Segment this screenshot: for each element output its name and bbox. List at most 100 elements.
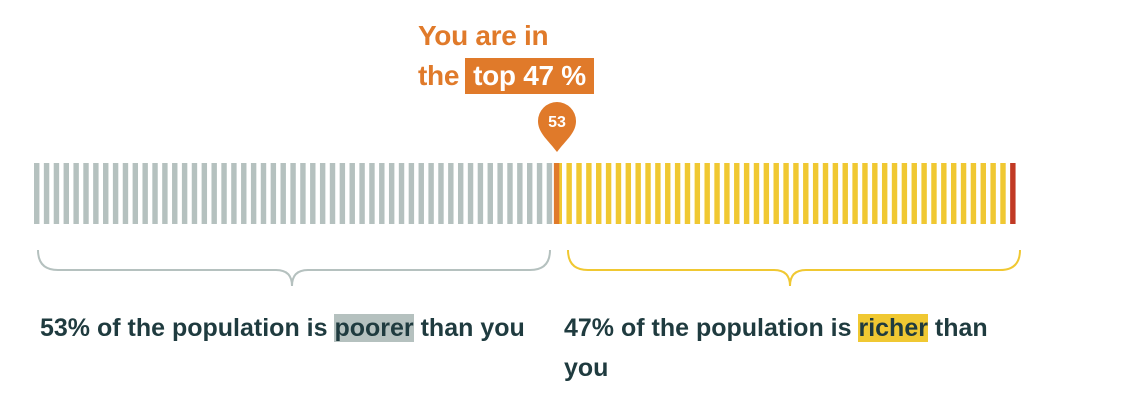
population-bar-stripe — [921, 163, 927, 224]
population-bar-stripe — [43, 163, 50, 224]
marker-pin-icon — [538, 102, 576, 152]
population-bar-stripe — [960, 163, 967, 224]
population-bar-stripe — [803, 163, 809, 224]
population-bar-stripe — [280, 163, 286, 224]
headline-prefix: the — [418, 60, 460, 91]
population-bar-stripe — [842, 163, 848, 224]
position-headline: You are in the top 47 % — [418, 16, 638, 96]
population-bar-stripe — [990, 163, 996, 224]
population-bar-stripe — [941, 163, 947, 224]
population-bar-stripe — [428, 163, 434, 224]
population-bar-stripe — [566, 163, 572, 224]
population-bar-stripe — [270, 163, 277, 224]
population-bar-stripe — [635, 163, 641, 224]
population-bar-stripe — [388, 163, 395, 224]
population-bar-stripe — [576, 163, 582, 224]
poorer-highlight: poorer — [334, 314, 414, 342]
population-bar-stripe — [93, 163, 99, 224]
population-bar-stripe — [743, 163, 750, 224]
group-braces — [37, 249, 1021, 287]
population-bar-stripe — [546, 163, 553, 224]
population-bar-stripe — [655, 163, 661, 224]
population-bar-chart — [34, 163, 1016, 224]
population-bar-stripe — [891, 163, 898, 224]
population-bar-stripe — [665, 163, 671, 224]
population-bar-stripe — [753, 163, 760, 224]
population-bar-stripe — [674, 163, 681, 224]
population-bar-stripe — [507, 163, 513, 224]
population-bar-stripe — [132, 163, 139, 224]
richer-highlight: richer — [858, 314, 928, 342]
population-bar-stripe — [290, 163, 296, 224]
population-bar-stripe — [221, 163, 227, 224]
richer-brace — [567, 249, 1021, 287]
your-position-stripe — [553, 163, 560, 224]
population-bar-stripe — [438, 163, 444, 224]
population-bar-stripe — [73, 163, 79, 224]
population-bar-stripe — [497, 163, 503, 224]
population-bar-stripe — [329, 163, 336, 224]
marker-label: 53 — [548, 114, 566, 131]
population-bar-stripe — [950, 163, 957, 224]
population-bar-stripe — [980, 163, 986, 224]
population-bar-stripe — [822, 163, 829, 224]
population-bar-stripe — [773, 163, 779, 224]
population-bar-stripe — [477, 163, 484, 224]
population-bar-stripe — [162, 163, 168, 224]
poorer-caption-prefix: 53% of the population is — [40, 314, 335, 342]
population-bar-stripe — [418, 163, 424, 224]
population-bar-stripe — [911, 163, 917, 224]
population-bar-stripe — [359, 163, 365, 224]
population-bar-stripe — [812, 163, 819, 224]
population-bar-stripe — [339, 163, 346, 224]
population-bar-stripe — [605, 163, 612, 224]
population-bar-stripe — [586, 163, 592, 224]
headline-line1: You are in — [418, 20, 549, 51]
headline-line2: the top 47 % — [418, 56, 638, 96]
population-bar-stripe — [832, 163, 839, 224]
population-bar-stripe — [862, 163, 868, 224]
population-bar-stripe — [901, 163, 908, 224]
population-bar-stripe — [457, 163, 464, 224]
population-bar-stripe — [379, 163, 385, 224]
population-bar-stripe — [684, 163, 691, 224]
population-bar-stripe — [536, 163, 543, 224]
position-marker-pin: 53 — [538, 102, 576, 152]
population-bar-stripe — [201, 163, 208, 224]
population-bar-stripe — [63, 163, 69, 224]
population-bar-stripe — [596, 163, 602, 224]
population-bar-stripe — [1000, 163, 1006, 224]
population-bar-stripe — [241, 163, 247, 224]
population-bar-stripe — [310, 163, 316, 224]
population-bar-stripe — [231, 163, 237, 224]
poorer-caption-suffix: than you — [413, 314, 525, 342]
poorer-caption: 53% of the population is poorer than you — [40, 308, 560, 348]
population-bar-stripe — [191, 163, 198, 224]
richer-caption-suffix: than you — [564, 314, 988, 382]
population-bar-stripe — [852, 163, 858, 224]
population-bar-stripe — [645, 163, 651, 224]
population-bar-stripe — [152, 163, 158, 224]
population-bar-stripe — [83, 163, 89, 224]
population-bar-stripe — [467, 163, 474, 224]
population-bar-stripe — [556, 163, 562, 224]
population-bar-stripe — [112, 163, 119, 224]
population-bar-stripe — [527, 163, 533, 224]
population-bar-stripe — [714, 163, 720, 224]
population-bar-stripe — [625, 163, 632, 224]
population-bar-stripe — [349, 163, 355, 224]
population-bar-stripe — [260, 163, 267, 224]
population-bar-stripe — [931, 163, 937, 224]
population-bar-stripe — [103, 163, 109, 224]
population-bar-stripe — [783, 163, 789, 224]
population-bar-stripe — [793, 163, 799, 224]
population-bar-stripe — [448, 163, 454, 224]
population-bar-stripe — [487, 163, 493, 224]
population-bar-stripe — [142, 163, 148, 224]
population-bar-stripe — [872, 163, 878, 224]
population-bar-stripe — [398, 163, 405, 224]
population-bar-stripe — [319, 163, 326, 224]
population-bar-stripe — [704, 163, 710, 224]
population-bar-stripe — [970, 163, 977, 224]
population-bar-stripe — [300, 163, 306, 224]
